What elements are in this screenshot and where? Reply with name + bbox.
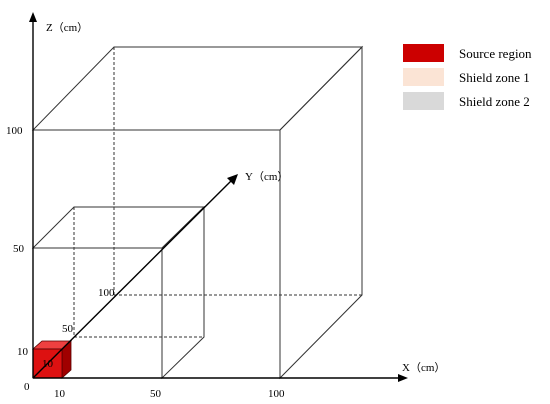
shield-zone-1-side-face xyxy=(161,205,205,380)
x-axis-arrowhead xyxy=(398,374,408,382)
axes xyxy=(29,12,408,382)
legend-swatch-shield-zone-2 xyxy=(403,92,444,110)
shield-zone-2-top-face xyxy=(31,46,364,131)
x-tick-label: 50 xyxy=(150,388,162,400)
origin-label: 0 xyxy=(24,381,30,393)
legend-item-source-region: Source region xyxy=(403,44,532,62)
z-tick-label: 100 xyxy=(6,125,23,137)
y-axis-arrowhead xyxy=(227,174,238,185)
shield-zone-2-side-face xyxy=(279,45,363,380)
z-tick-label: 10 xyxy=(17,346,29,358)
legend-label-source-region: Source region xyxy=(459,46,532,61)
z-axis-arrowhead xyxy=(29,12,37,22)
legend-label-shield-zone-1: Shield zone 1 xyxy=(459,70,530,85)
y-tick-label: 50 xyxy=(62,323,74,335)
x-axis-title: X（cm） xyxy=(402,361,445,374)
y-tick-label: 10 xyxy=(42,358,54,370)
legend-item-shield-zone-1: Shield zone 1 xyxy=(403,68,530,86)
legend-swatch-source-region xyxy=(403,44,444,62)
y-axis-line xyxy=(32,179,233,379)
legend-swatch-shield-zone-1 xyxy=(403,68,444,86)
shield-zone-1-top-face xyxy=(31,206,206,249)
z-tick-label: 50 xyxy=(13,243,25,255)
x-tick-label: 100 xyxy=(268,388,285,400)
legend: Source region Shield zone 1 Shield zone … xyxy=(403,44,532,110)
x-tick-label: 10 xyxy=(54,388,66,400)
legend-item-shield-zone-2: Shield zone 2 xyxy=(403,92,530,110)
z-axis-title: Z（cm） xyxy=(46,21,88,34)
y-tick-label: 100 xyxy=(98,287,115,299)
legend-label-shield-zone-2: Shield zone 2 xyxy=(459,94,530,109)
y-axis-title: Y（cm） xyxy=(245,170,288,183)
